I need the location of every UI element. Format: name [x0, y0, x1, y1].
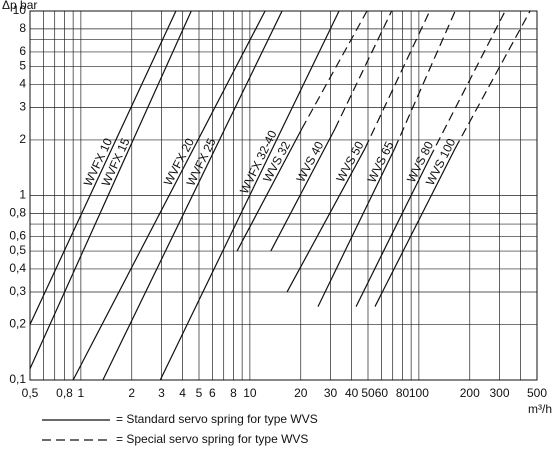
plot-frame [29, 10, 538, 381]
x-tick-label: 20 [294, 386, 308, 400]
x-tick-label: 60 [375, 386, 389, 400]
series-line [364, 10, 431, 149]
y-tick-label: 1 [19, 188, 26, 202]
series-label: WVS 50 [333, 139, 366, 185]
x-tick-label: 40 [345, 386, 359, 400]
y-tick-label: 2 [19, 132, 26, 146]
x-tick-label: 30 [324, 386, 338, 400]
x-tick-label: 5 [196, 386, 203, 400]
x-tick-label: 500 [527, 386, 547, 400]
legend-label: = Standard servo spring for type WVS [116, 412, 318, 426]
y-tick-label: 0,1 [9, 372, 26, 386]
x-tick-label: 4 [179, 386, 186, 400]
y-tick-label: 5 [19, 59, 26, 73]
series-label: WVS 40 [294, 139, 327, 185]
x-tick-label: 50 [361, 386, 375, 400]
legend-label: = Special servo spring for type WVS [116, 432, 308, 446]
series-line [29, 10, 192, 370]
x-tick-label: 8 [230, 386, 237, 400]
x-tick-label: 0,5 [22, 386, 39, 400]
x-tick-label: 10 [243, 386, 257, 400]
series-line [355, 157, 431, 307]
y-tick-label: 0,3 [9, 284, 26, 298]
x-tick-label: 100 [409, 386, 429, 400]
series-line [374, 148, 456, 307]
series-line [159, 10, 340, 381]
y-tick-label: 0,4 [9, 261, 26, 275]
series-line [394, 10, 456, 149]
series-line [286, 148, 366, 293]
y-tick-label: 0,8 [9, 206, 26, 220]
x-tick-label: 6 [209, 386, 216, 400]
y-tick-label: 6 [19, 44, 26, 58]
y-tick-label: 4 [19, 77, 26, 91]
x-tick-label: 300 [489, 386, 509, 400]
x-tick-label: 3 [158, 386, 165, 400]
series-line [29, 10, 177, 325]
series-line [270, 128, 336, 252]
series-line [454, 10, 531, 149]
y-axis-label: Δp bar [2, 0, 37, 12]
series-line [317, 148, 396, 307]
y-tick-label: 8 [19, 21, 26, 35]
y-tick-label: 0,2 [9, 317, 26, 331]
x-tick-label: 2 [128, 386, 135, 400]
series-line [301, 10, 368, 130]
x-tick-label: 80 [396, 386, 410, 400]
x-tick-label: 1 [78, 386, 85, 400]
series-line [334, 10, 393, 130]
y-tick-label: 0,6 [9, 229, 26, 243]
y-tick-label: 3 [19, 100, 26, 114]
x-tick-label: 200 [460, 386, 480, 400]
series-line [102, 10, 283, 381]
x-axis-label: m³/h [528, 402, 552, 416]
y-tick-label: 10 [13, 3, 27, 17]
y-tick-label: 0,5 [9, 243, 26, 257]
series-line [72, 10, 266, 381]
series-line [236, 128, 303, 252]
x-tick-label: 0,8 [56, 386, 73, 400]
